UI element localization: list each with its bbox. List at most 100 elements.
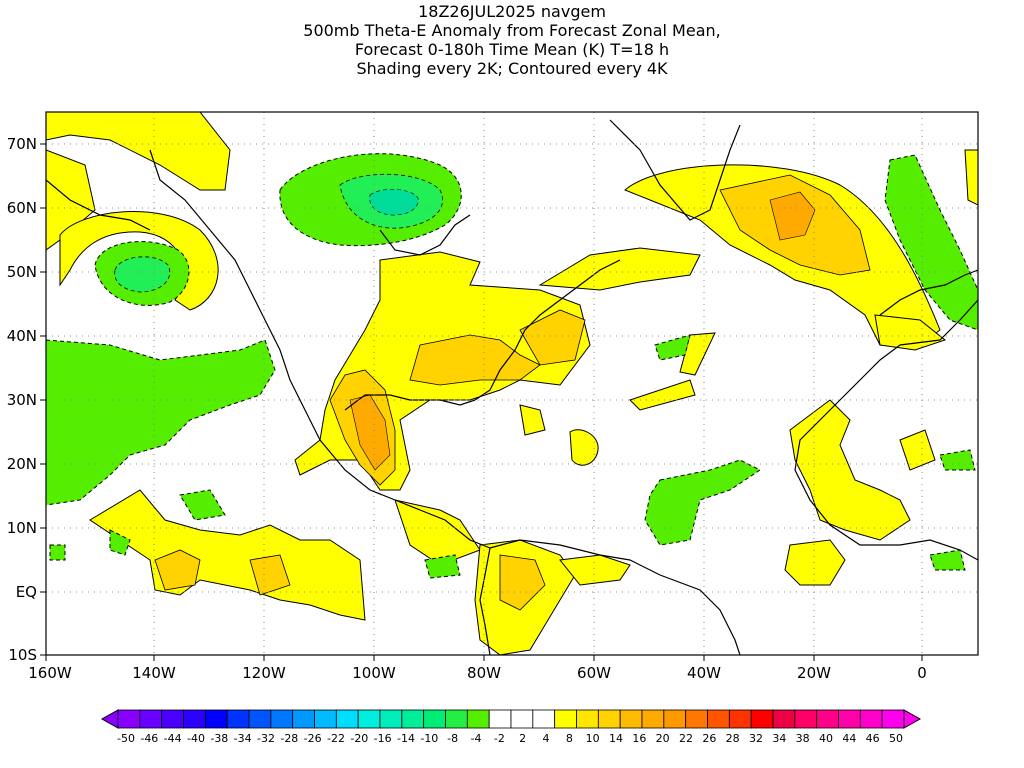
pos-strong-atlantic-coast <box>519 309 586 366</box>
pos-region-atlantic-eq <box>784 539 846 586</box>
colorbar-label: 34 <box>772 732 786 745</box>
title-line-3: Forecast 0-180h Time Mean (K) T=18 h <box>354 40 670 59</box>
coast-greenland <box>609 119 741 221</box>
colorbar-label: -8 <box>447 732 458 745</box>
colorbar-label: -32 <box>257 732 275 745</box>
lon-label-140w: 140W <box>132 664 176 682</box>
neg-strong-pacific <box>114 256 171 293</box>
pos-region-africa-east <box>899 429 936 471</box>
coast-gulf <box>344 394 476 411</box>
colorbar-swatch <box>183 709 206 729</box>
neg-region-atlantic-mid <box>654 334 691 361</box>
coast-north-america-east <box>474 259 621 401</box>
colorbar-swatch <box>794 709 818 729</box>
colorbar-label: -38 <box>210 732 228 745</box>
lon-label-0: 0 <box>917 664 927 682</box>
title-line-2: 500mb Theta-E Anomaly from Forecast Zona… <box>303 21 721 40</box>
pos-region-atlantic-small <box>679 332 716 376</box>
lat-label-10s: 10S <box>8 646 37 664</box>
colorbar-label: 28 <box>726 732 740 745</box>
colorbar-label: -16 <box>374 732 392 745</box>
colorbar-label: 4 <box>543 732 550 745</box>
colorbar-label: 8 <box>566 732 573 745</box>
negative-anomaly-regions <box>46 153 978 579</box>
colorbar-label: -44 <box>164 732 182 745</box>
latitude-labels: 70N 60N 50N 40N 30N 20N 10N EQ 10S <box>7 135 37 664</box>
colorbar-swatch <box>204 709 228 729</box>
colorbar-swatch <box>554 709 577 729</box>
neg-region-pacific-eq <box>109 529 131 556</box>
pos-region-central-america <box>394 499 481 566</box>
colorbar-swatch <box>707 709 730 729</box>
lon-label-100w: 100W <box>352 664 396 682</box>
pos-strong-pacific-1 <box>154 549 201 591</box>
colorbar-swatch <box>161 709 184 729</box>
coast-north-america-west <box>149 149 491 549</box>
colorbar-label: -50 <box>117 732 135 745</box>
pos-region-atlantic-south <box>559 554 631 586</box>
colorbar-swatch <box>466 709 490 729</box>
colorbar: -50 -46 -44 -40 -38 -34 -32 -28 -26 -22 -20 -16 -14-… <box>100 709 922 745</box>
lat-label-eq: EQ <box>16 583 37 601</box>
colorbar-label: 2 <box>519 732 526 745</box>
lat-label-30n: 30N <box>7 391 37 409</box>
colorbar-swatch <box>445 709 468 729</box>
colorbar-swatch <box>139 709 163 729</box>
coastlines <box>46 119 978 655</box>
colorbar-label: -26 <box>304 732 322 745</box>
colorbar-label: 40 <box>819 732 833 745</box>
colorbar-swatch <box>881 709 905 729</box>
colorbar-swatch <box>357 709 381 729</box>
pos-strong-sa <box>499 554 546 611</box>
pos-strong-us-east <box>409 334 541 386</box>
coast-africa <box>794 299 978 561</box>
colorbar-label: 14 <box>609 732 623 745</box>
colorbar-swatch <box>728 709 752 729</box>
lat-label-50n: 50N <box>7 263 37 281</box>
colorbar-swatch <box>619 709 643 729</box>
colorbar-label: 32 <box>749 732 763 745</box>
pos-anomaly-stronger <box>349 191 816 471</box>
pos-region-west-africa <box>789 399 911 541</box>
lat-label-70n: 70N <box>7 135 37 153</box>
pos-strong-pacific-2 <box>249 554 291 596</box>
colorbar-swatch <box>685 709 708 729</box>
colorbar-label: 44 <box>842 732 856 745</box>
colorbar-swatch <box>423 709 446 729</box>
colorbar-swatch <box>117 709 141 729</box>
lon-label-60w: 60W <box>577 664 611 682</box>
map-frame <box>45 111 979 656</box>
coast-europe <box>879 269 978 316</box>
lon-label-160w: 160W <box>28 664 72 682</box>
lon-label-80w: 80W <box>467 664 501 682</box>
colorbar-swatch <box>838 709 861 729</box>
map-title-block: 18Z26JUL2025 navgem 500mb Theta-E Anomal… <box>0 2 1024 78</box>
lat-label-60n: 60N <box>7 199 37 217</box>
pos-stronger-atlantic <box>769 191 816 241</box>
pos-region-atlantic-north-small <box>519 404 546 436</box>
colorbar-swatch <box>379 709 403 729</box>
coast-south-america <box>489 539 741 655</box>
pos-region-canada-east <box>538 247 701 291</box>
colorbar-label: -10 <box>420 732 438 745</box>
colorbar-swatch <box>335 709 359 729</box>
neg-region-east-pacific <box>46 339 276 506</box>
colorbar-swatch <box>270 709 294 729</box>
colorbar-swatch <box>510 709 534 729</box>
colorbar-label: 50 <box>889 732 903 745</box>
neg-region-greenland-east <box>884 154 978 331</box>
lon-label-120w: 120W <box>242 664 286 682</box>
neg-region-caribbean <box>424 554 461 579</box>
colorbar-label: 38 <box>796 732 810 745</box>
colorbar-swatch <box>314 709 337 729</box>
colorbar-label: 26 <box>702 732 716 745</box>
lat-label-20n: 20N <box>7 455 37 473</box>
colorbar-label: -22 <box>327 732 345 745</box>
neg-region-pacific-small <box>179 489 226 521</box>
pos-region-atlantic-band <box>629 379 696 411</box>
lat-label-10n: 10N <box>7 519 37 537</box>
colorbar-arrow-right <box>903 709 922 729</box>
colorbar-swatch <box>401 709 425 729</box>
colorbar-swatch <box>816 709 839 729</box>
